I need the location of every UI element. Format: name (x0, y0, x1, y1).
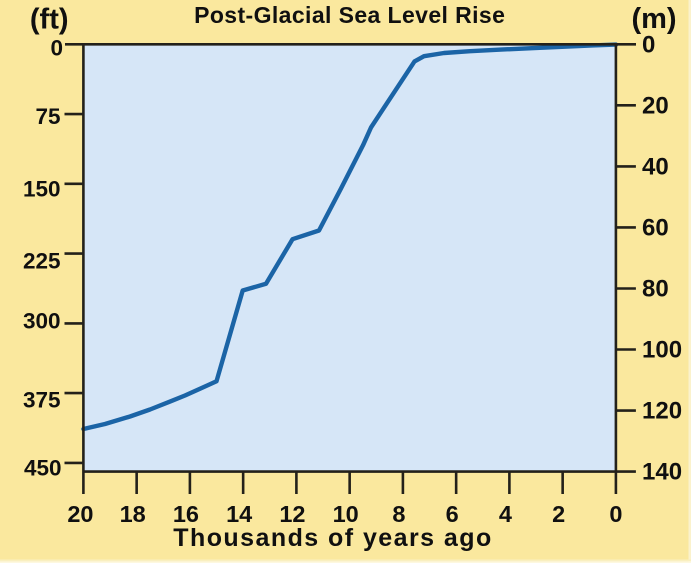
svg-text:120: 120 (642, 398, 682, 425)
svg-text:4: 4 (499, 501, 512, 527)
svg-text:2: 2 (552, 501, 565, 527)
svg-text:14: 14 (226, 501, 252, 527)
svg-text:100: 100 (642, 337, 682, 364)
svg-text:225: 225 (23, 249, 61, 274)
svg-text:450: 450 (24, 456, 62, 481)
svg-text:16: 16 (173, 501, 199, 527)
svg-text:375: 375 (23, 388, 61, 413)
svg-text:18: 18 (120, 501, 146, 527)
svg-text:Post-Glacial Sea Level Rise: Post-Glacial Sea Level Rise (194, 2, 505, 28)
svg-text:0: 0 (609, 501, 622, 527)
svg-text:300: 300 (23, 309, 61, 334)
svg-text:12: 12 (279, 501, 305, 527)
svg-text:Thousands of years ago: Thousands of years ago (173, 524, 492, 552)
svg-text:20: 20 (642, 92, 669, 119)
svg-text:150: 150 (23, 177, 61, 202)
svg-text:(m): (m) (631, 3, 676, 35)
svg-text:140: 140 (642, 459, 682, 486)
svg-text:0: 0 (642, 31, 655, 58)
svg-text:(ft): (ft) (30, 4, 69, 36)
svg-text:80: 80 (642, 276, 669, 303)
svg-text:8: 8 (392, 501, 405, 527)
svg-text:10: 10 (333, 501, 359, 527)
svg-text:75: 75 (35, 104, 60, 129)
svg-text:60: 60 (642, 215, 669, 242)
svg-text:40: 40 (642, 153, 669, 180)
svg-text:6: 6 (446, 501, 459, 527)
svg-text:0: 0 (50, 36, 63, 61)
svg-text:20: 20 (67, 501, 93, 527)
